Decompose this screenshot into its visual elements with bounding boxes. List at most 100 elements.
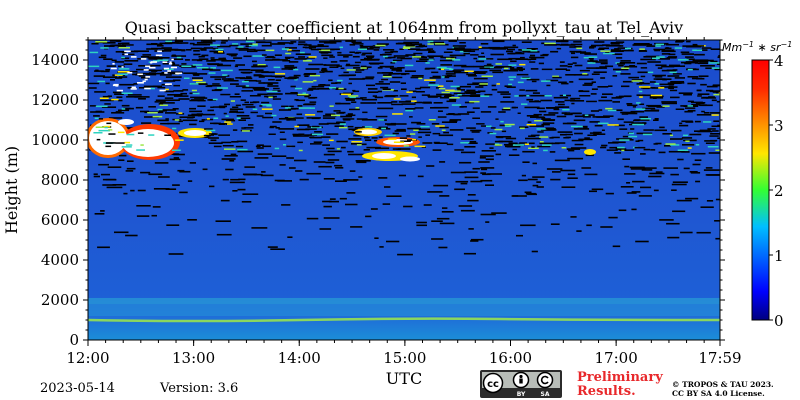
noise-dash — [255, 41, 266, 43]
noise-dash — [185, 49, 192, 51]
noise-speckle — [703, 121, 712, 123]
noise-speckle — [204, 128, 213, 130]
noise-speckle — [124, 141, 130, 144]
noise-dash — [706, 89, 714, 92]
noise-dash — [670, 81, 685, 83]
noise-speckle — [617, 146, 625, 149]
noise-dash — [686, 58, 695, 61]
noise-dash — [694, 130, 705, 132]
noise-dash — [666, 43, 679, 46]
noise-speckle — [351, 141, 363, 143]
x-tick-label: 13:00 — [172, 349, 215, 367]
noise-speckle — [647, 71, 654, 74]
noise-speckle — [418, 77, 423, 80]
noise-dash — [553, 96, 569, 99]
noise-dash — [166, 153, 180, 155]
noise-dash — [288, 49, 300, 52]
noise-dash — [716, 100, 720, 103]
noise-speckle — [402, 47, 411, 49]
noise-speckle — [529, 56, 535, 58]
x-tick-label: 16:00 — [489, 349, 532, 367]
noise-dash — [588, 57, 594, 60]
noise-dash — [630, 110, 645, 113]
noise-dash — [251, 227, 268, 229]
noise-dash — [428, 50, 435, 52]
noise-speckle — [213, 145, 222, 148]
noise-dash — [401, 103, 416, 105]
y-tick-label: 14000 — [31, 51, 79, 69]
noise-dash — [565, 74, 576, 76]
noise-dash — [222, 178, 229, 181]
noise-dash — [383, 74, 392, 76]
noise-dash — [327, 51, 332, 54]
preliminary-line-2: Results. — [577, 384, 636, 399]
colorbar-tick-label: 2 — [774, 182, 784, 200]
noise-dash — [229, 108, 244, 110]
noise-speckle — [406, 135, 411, 137]
noise-dash — [325, 113, 336, 116]
noise-dash — [511, 195, 527, 197]
noise-speckle — [652, 57, 660, 60]
noise-dash — [504, 85, 512, 87]
noise-speckle — [439, 126, 449, 129]
noise-dash — [210, 57, 215, 59]
noise-dash — [340, 115, 353, 118]
noise-speckle — [504, 123, 515, 126]
noise-dash — [620, 186, 634, 188]
noise-dash — [617, 47, 628, 49]
noise-dash — [116, 96, 123, 98]
noise-speckle — [269, 126, 274, 129]
noise-dash — [168, 71, 183, 74]
noise-speckle — [157, 108, 163, 111]
noise-speckle — [102, 95, 111, 98]
noise-speckle — [268, 79, 275, 81]
noise-speckle — [111, 59, 117, 62]
noise-dash — [620, 73, 631, 75]
noise-speckle — [91, 43, 99, 45]
noise-dash — [158, 103, 164, 105]
noise-dash — [154, 162, 169, 164]
noise-dash — [504, 143, 514, 146]
noise-dash — [108, 117, 123, 119]
noise-speckle — [279, 131, 285, 133]
noise-dash — [322, 200, 332, 203]
noise-dash — [449, 119, 462, 121]
noise-dash — [603, 115, 614, 117]
noise-dash — [397, 67, 405, 69]
noise-dash — [527, 51, 540, 53]
colorbar-tick-label: 0 — [774, 312, 784, 330]
noise-speckle — [640, 118, 651, 120]
noise-dash — [326, 147, 335, 150]
noise-speckle — [352, 90, 360, 93]
noise-speckle — [159, 74, 172, 76]
noise-dash — [255, 71, 269, 73]
noise-dash — [584, 137, 590, 139]
noise-dash — [480, 167, 495, 169]
noise-speckle — [531, 146, 535, 148]
noise-speckle — [631, 80, 643, 82]
noise-dash — [430, 107, 442, 109]
noise-speckle — [621, 149, 625, 152]
noise-dash — [540, 99, 553, 102]
noise-speckle — [172, 54, 176, 56]
noise-speckle — [654, 76, 663, 78]
noise-speckle — [574, 143, 584, 146]
noise-dash — [698, 104, 707, 106]
noise-dash — [335, 167, 344, 169]
noise-speckle — [375, 115, 388, 118]
noise-dash — [158, 110, 167, 112]
noise-dash — [625, 112, 638, 115]
noise-speckle — [208, 133, 216, 135]
noise-speckle — [399, 137, 408, 139]
noise-dash — [180, 92, 187, 95]
noise-speckle — [709, 135, 719, 137]
noise-dash — [216, 233, 232, 236]
noise-dash — [594, 124, 603, 127]
noise-dash — [327, 159, 340, 161]
noise-dash — [411, 75, 424, 77]
noise-speckle — [701, 110, 705, 113]
noise-dash — [646, 45, 657, 47]
noise-dash — [165, 76, 182, 78]
noise-dash — [444, 94, 455, 97]
